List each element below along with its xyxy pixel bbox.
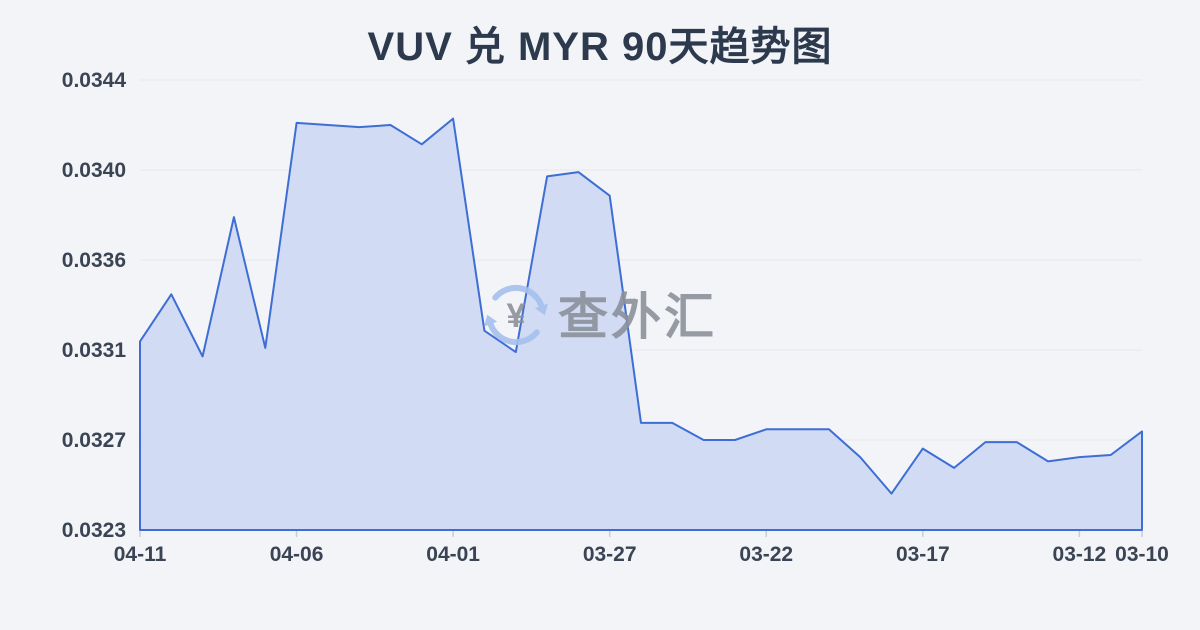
currency-exchange-icon: ¥ — [484, 284, 548, 346]
x-axis-label: 03-10 — [1115, 543, 1169, 566]
area-series — [139, 117, 1143, 531]
y-axis-label: 0.0323 — [62, 519, 126, 542]
y-axis-label: 0.0331 — [62, 339, 127, 362]
x-axis-label: 04-06 — [270, 543, 324, 566]
y-axis-label: 0.0336 — [62, 249, 126, 272]
x-axis-label: 03-27 — [583, 543, 637, 566]
x-axis-label: 04-11 — [114, 543, 167, 566]
watermark-text: 查外汇 — [558, 289, 717, 345]
x-axis-label: 03-17 — [896, 543, 950, 566]
y-axis-label: 0.0327 — [62, 429, 126, 452]
x-axis-label: 03-22 — [739, 543, 793, 566]
watermark: ¥ 查外汇 — [484, 284, 717, 346]
x-axis-label: 04-01 — [426, 543, 480, 566]
x-axis-label: 03-12 — [1053, 543, 1107, 566]
yuan-symbol: ¥ — [507, 297, 526, 335]
y-axis-label: 0.0344 — [62, 69, 127, 92]
y-axis-label: 0.0340 — [62, 159, 126, 182]
chart-title: VUV 兑 MYR 90天趋势图 — [367, 25, 833, 69]
